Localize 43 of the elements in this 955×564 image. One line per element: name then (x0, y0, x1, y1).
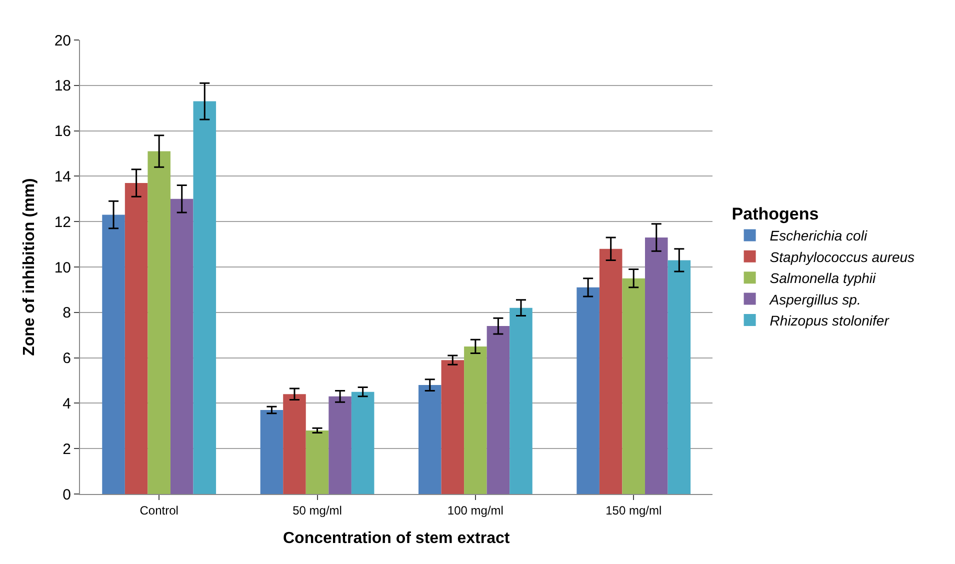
y-tick-label: 16 (54, 123, 71, 140)
legend-label: Staphylococcus aureus (770, 248, 915, 265)
bar (102, 214, 125, 494)
y-tick-label: 14 (54, 168, 71, 186)
x-tick-label: 50 mg/ml (292, 503, 342, 518)
bar (306, 430, 329, 494)
bar (441, 360, 464, 494)
bar (486, 326, 510, 494)
bar (351, 392, 374, 494)
bar (464, 346, 487, 494)
bar (645, 237, 668, 494)
legend-label: Escherichia coli (770, 228, 868, 244)
bar (193, 101, 216, 494)
y-tick-label: 4 (62, 395, 71, 412)
legend-label: Aspergillus sp. (768, 291, 861, 308)
x-tick-label: 150 mg/ml (606, 503, 662, 518)
bar (148, 151, 170, 494)
y-tick-label: 0 (62, 486, 71, 504)
bar (510, 308, 532, 494)
bar (283, 394, 306, 494)
y-tick-label: 2 (62, 440, 71, 458)
legend-title: Pathogens (732, 204, 819, 224)
y-axis-title: Zone of inhibition (mm) (21, 178, 38, 356)
y-tick-label: 8 (62, 304, 71, 322)
legend-label: Rhizopus stolonifer (770, 312, 890, 328)
bar (576, 287, 600, 494)
x-tick-label: 100 mg/ml (447, 503, 504, 518)
bar (622, 278, 645, 494)
y-tick-label: 18 (54, 78, 71, 95)
y-tick-label: 20 (54, 32, 71, 50)
bar (418, 385, 442, 494)
bar (668, 260, 691, 494)
bar (328, 396, 352, 494)
x-tick-label: Control (140, 503, 178, 518)
y-tick-label: 6 (62, 350, 71, 368)
bar (599, 248, 622, 494)
legend-label: Salmonella typhii (770, 270, 877, 286)
bar (260, 410, 284, 494)
bar (170, 198, 194, 494)
bar (124, 183, 148, 494)
x-axis-title: Concentration of stem extract (282, 530, 510, 548)
y-tick-label: 12 (54, 214, 71, 231)
y-tick-label: 10 (54, 259, 71, 276)
